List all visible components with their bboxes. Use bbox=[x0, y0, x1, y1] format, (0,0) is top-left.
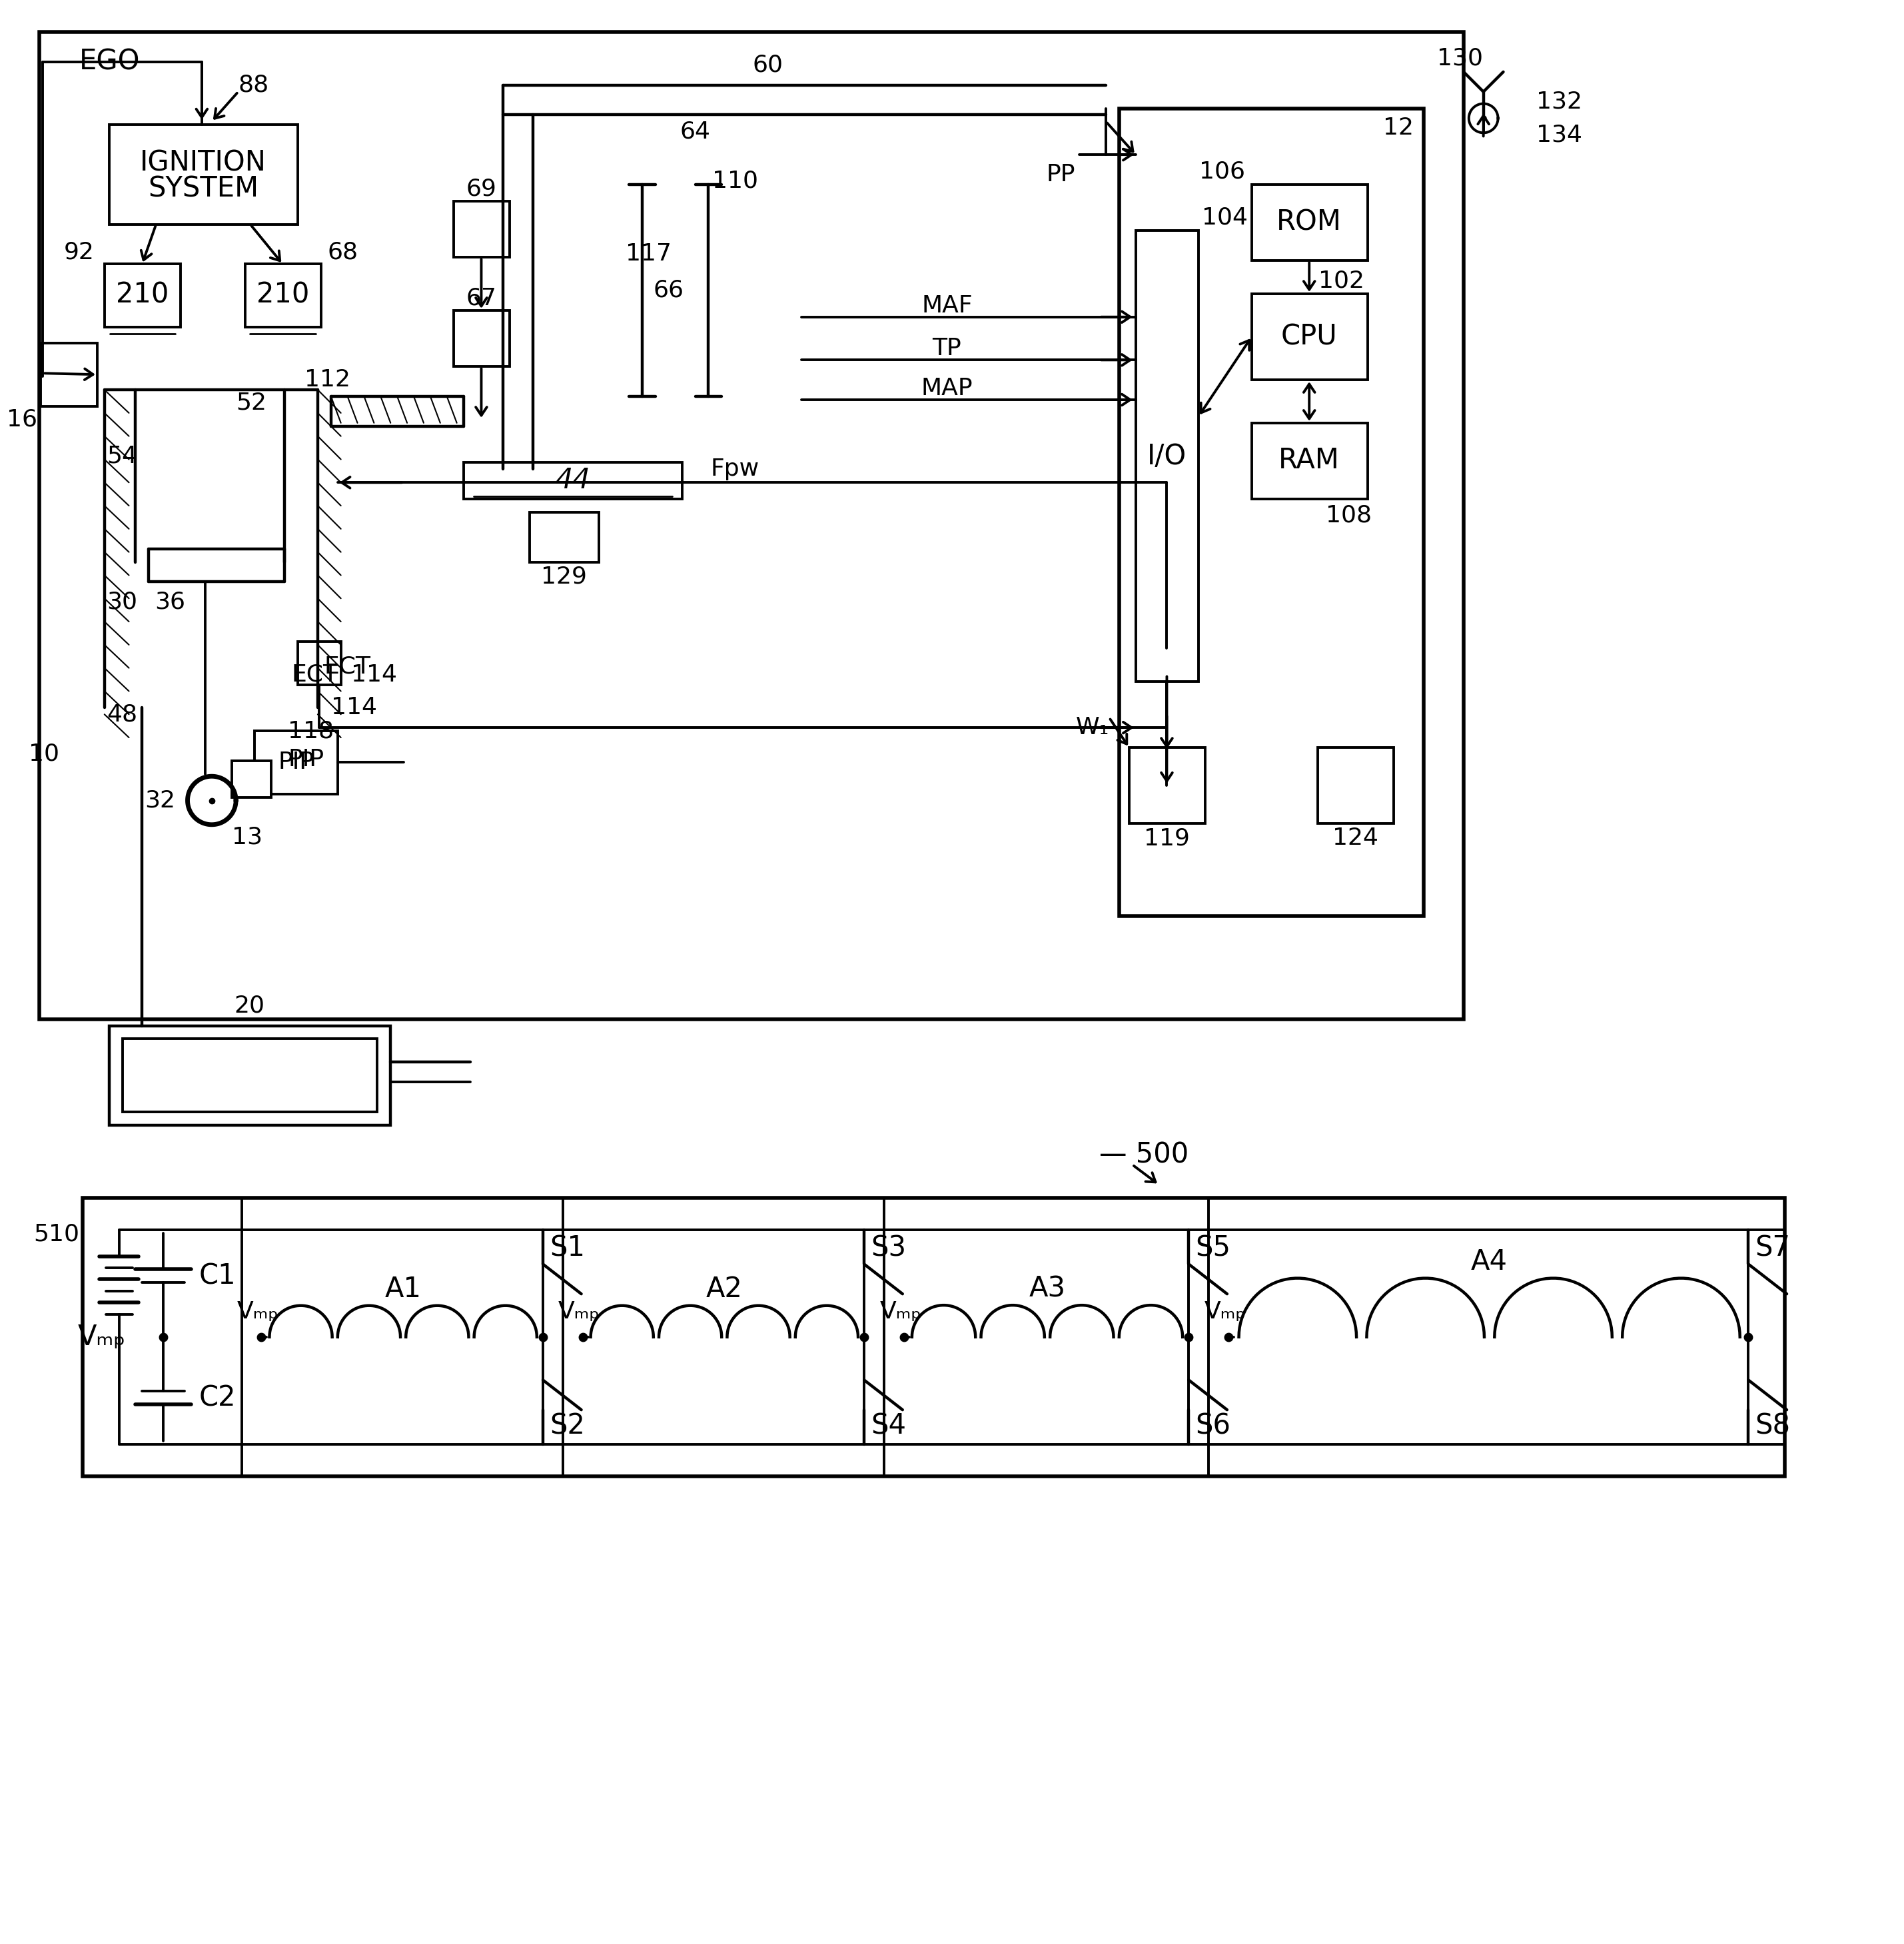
Text: S4: S4 bbox=[870, 1411, 906, 1441]
Text: 110: 110 bbox=[712, 169, 758, 192]
Text: A3: A3 bbox=[1028, 1275, 1066, 1302]
Text: 69: 69 bbox=[466, 177, 497, 200]
Text: 48: 48 bbox=[107, 704, 137, 725]
Text: Vₘₚ: Vₘₚ bbox=[880, 1301, 922, 1324]
Text: — 500: — 500 bbox=[1099, 1141, 1188, 1168]
Bar bbox=[1120, 109, 1424, 916]
Text: 32: 32 bbox=[145, 789, 175, 813]
Text: 104: 104 bbox=[1201, 206, 1247, 229]
Text: 12: 12 bbox=[1382, 117, 1415, 140]
Bar bbox=[232, 760, 272, 797]
Bar bbox=[109, 124, 297, 224]
Text: S8: S8 bbox=[1755, 1411, 1790, 1441]
Bar bbox=[1318, 746, 1394, 824]
Text: 52: 52 bbox=[236, 391, 267, 414]
Text: 118: 118 bbox=[288, 719, 333, 743]
Text: 88: 88 bbox=[238, 74, 268, 97]
Text: 119: 119 bbox=[1144, 826, 1190, 850]
Bar bbox=[1251, 294, 1367, 379]
Text: PP: PP bbox=[1047, 163, 1076, 187]
Bar bbox=[246, 264, 322, 327]
Text: 13: 13 bbox=[232, 826, 263, 848]
Text: 102: 102 bbox=[1318, 268, 1363, 292]
Text: 54: 54 bbox=[107, 445, 137, 467]
Text: 68: 68 bbox=[327, 241, 358, 262]
Text: IGNITION: IGNITION bbox=[139, 148, 267, 177]
Text: 36: 36 bbox=[154, 591, 185, 612]
Text: C1: C1 bbox=[200, 1262, 236, 1291]
Text: W₁: W₁ bbox=[1076, 715, 1110, 739]
Text: 44: 44 bbox=[556, 467, 590, 494]
Text: 114: 114 bbox=[331, 696, 377, 719]
Bar bbox=[1135, 231, 1200, 680]
Bar bbox=[453, 200, 510, 257]
Bar bbox=[1251, 424, 1367, 500]
Bar bbox=[82, 1198, 1784, 1475]
Text: 130: 130 bbox=[1438, 47, 1483, 70]
Text: 129: 129 bbox=[541, 566, 586, 587]
Bar bbox=[40, 344, 97, 406]
Text: ROM: ROM bbox=[1276, 208, 1342, 237]
Bar bbox=[1251, 185, 1367, 260]
Text: Vₘₚ: Vₘₚ bbox=[558, 1301, 600, 1324]
Bar bbox=[105, 264, 181, 327]
Text: A4: A4 bbox=[1472, 1248, 1508, 1275]
Text: S1: S1 bbox=[550, 1234, 585, 1262]
Text: 132: 132 bbox=[1537, 89, 1582, 113]
Text: 210: 210 bbox=[257, 282, 308, 309]
Text: S7: S7 bbox=[1755, 1234, 1790, 1262]
Text: 108: 108 bbox=[1325, 503, 1373, 527]
Text: 60: 60 bbox=[752, 54, 783, 76]
Text: 16: 16 bbox=[8, 408, 38, 432]
Text: S6: S6 bbox=[1196, 1411, 1230, 1441]
Text: MAF: MAF bbox=[922, 294, 973, 317]
Text: 112: 112 bbox=[305, 369, 350, 391]
Text: C2: C2 bbox=[200, 1384, 236, 1411]
Text: A2: A2 bbox=[706, 1275, 743, 1302]
Text: EGO: EGO bbox=[80, 49, 141, 76]
Text: 510: 510 bbox=[32, 1223, 80, 1246]
Text: 134: 134 bbox=[1537, 124, 1582, 146]
Text: SYSTEM: SYSTEM bbox=[149, 175, 259, 202]
Bar bbox=[40, 33, 1464, 1019]
Text: I/O: I/O bbox=[1146, 441, 1186, 470]
Bar bbox=[122, 1038, 377, 1112]
Text: 10: 10 bbox=[29, 743, 59, 766]
Text: ECT: ECT bbox=[291, 663, 337, 686]
Text: A1: A1 bbox=[385, 1275, 421, 1302]
Text: 114: 114 bbox=[350, 663, 396, 686]
Text: 20: 20 bbox=[234, 995, 265, 1017]
Text: RAM: RAM bbox=[1279, 447, 1340, 474]
Text: 124: 124 bbox=[1333, 826, 1378, 850]
Text: PIP: PIP bbox=[278, 750, 314, 774]
Text: CPU: CPU bbox=[1281, 323, 1337, 350]
Bar bbox=[1129, 746, 1205, 824]
Bar bbox=[463, 463, 682, 500]
Text: PIP: PIP bbox=[288, 748, 324, 770]
Text: 106: 106 bbox=[1200, 159, 1245, 183]
Text: S3: S3 bbox=[870, 1234, 906, 1262]
Text: ECT: ECT bbox=[324, 655, 371, 678]
Text: TP: TP bbox=[933, 338, 962, 360]
Text: 117: 117 bbox=[626, 243, 672, 264]
Text: 210: 210 bbox=[116, 282, 169, 309]
Bar bbox=[529, 513, 600, 562]
Text: S2: S2 bbox=[550, 1411, 585, 1441]
Text: 66: 66 bbox=[653, 280, 684, 301]
Bar bbox=[109, 1026, 390, 1126]
Text: S5: S5 bbox=[1196, 1234, 1230, 1262]
Text: 92: 92 bbox=[65, 241, 95, 262]
Text: Fpw: Fpw bbox=[710, 459, 760, 480]
Bar bbox=[255, 731, 337, 793]
Text: 30: 30 bbox=[107, 591, 137, 612]
Bar bbox=[297, 642, 341, 684]
Text: Vₘₚ: Vₘₚ bbox=[78, 1324, 126, 1351]
Text: Vₘₚ: Vₘₚ bbox=[238, 1301, 280, 1324]
Bar bbox=[453, 311, 510, 367]
Text: 67: 67 bbox=[466, 288, 497, 309]
Text: MAP: MAP bbox=[922, 377, 973, 400]
Text: 64: 64 bbox=[680, 121, 710, 142]
Text: Vₘₚ: Vₘₚ bbox=[1203, 1301, 1245, 1324]
